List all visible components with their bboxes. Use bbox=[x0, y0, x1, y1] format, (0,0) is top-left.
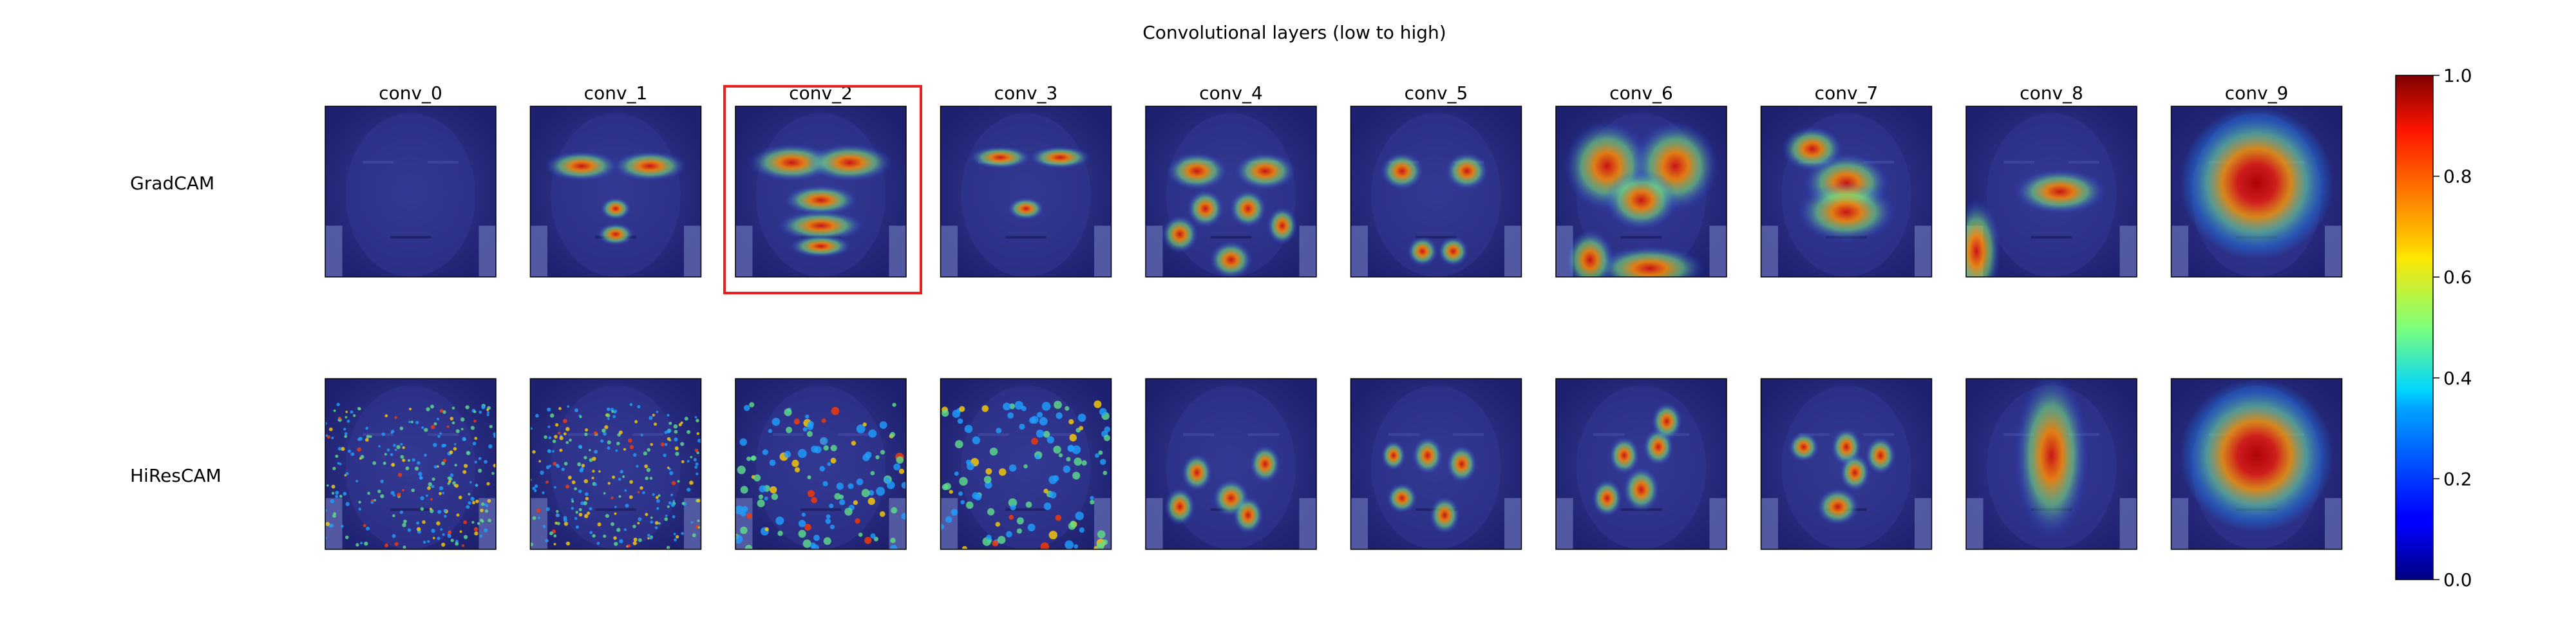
gradcam-panel-conv_0 bbox=[325, 106, 497, 278]
colorbar: 0.0 0.2 0.4 0.6 0.8 1.0 bbox=[2395, 65, 2472, 591]
colorbar-ticks: 0.0 0.2 0.4 0.6 0.8 1.0 bbox=[2433, 65, 2472, 591]
heatmap-grid bbox=[325, 106, 2343, 550]
hirescam-panel-conv_5 bbox=[1350, 378, 1522, 550]
column-label-conv_4: conv_4 bbox=[1199, 82, 1263, 104]
gradcam-panel-conv_8 bbox=[1965, 106, 2137, 278]
figure-title: Convolutional layers (low to high) bbox=[1142, 22, 1446, 43]
colorbar-tick-label: 0.4 bbox=[2443, 368, 2472, 389]
gradcam-panel-conv_5 bbox=[1350, 106, 1522, 278]
hirescam-panel-conv_2 bbox=[735, 378, 907, 550]
column-label-conv_8: conv_8 bbox=[2020, 82, 2083, 104]
column-labels: conv_0 conv_1 conv_2 conv_3 conv_4 conv_5 conv… bbox=[379, 82, 2288, 104]
column-label-conv_1: conv_1 bbox=[584, 82, 648, 104]
column-label-conv_6: conv_6 bbox=[1609, 82, 1673, 104]
colorbar-gradient bbox=[2395, 75, 2434, 580]
row-label-hirescam: HiResCAM bbox=[130, 465, 222, 486]
gradcam-panel-conv_9 bbox=[2170, 106, 2343, 278]
gradcam-panel-conv_7 bbox=[1760, 106, 1933, 278]
hirescam-panel-conv_4 bbox=[1145, 378, 1317, 550]
hirescam-panel-conv_0 bbox=[325, 378, 497, 550]
gradcam-panel-conv_2 bbox=[735, 106, 907, 278]
hirescam-panel-conv_1 bbox=[529, 378, 702, 550]
hirescam-panel-conv_8 bbox=[1965, 378, 2137, 550]
colorbar-tick-label: 0.0 bbox=[2443, 569, 2472, 591]
hirescam-panel-conv_7 bbox=[1760, 378, 1933, 550]
gradcam-panel-conv_4 bbox=[1145, 106, 1317, 278]
column-label-conv_0: conv_0 bbox=[379, 82, 442, 104]
row-labels: GradCAM HiResCAM bbox=[130, 173, 222, 486]
column-label-conv_3: conv_3 bbox=[994, 82, 1058, 104]
column-label-conv_9: conv_9 bbox=[2225, 82, 2289, 104]
hirescam-panel-conv_6 bbox=[1555, 378, 1727, 550]
row-label-gradcam: GradCAM bbox=[130, 173, 214, 194]
gradcam-panel-conv_6 bbox=[1555, 106, 1727, 278]
colorbar-tick-label: 0.6 bbox=[2443, 267, 2472, 288]
colorbar-tick-label: 1.0 bbox=[2443, 65, 2472, 86]
column-label-conv_5: conv_5 bbox=[1405, 82, 1468, 104]
colorbar-tick-label: 0.2 bbox=[2443, 468, 2472, 489]
hirescam-panel-conv_9 bbox=[2170, 378, 2343, 550]
hirescam-panel-conv_3 bbox=[940, 378, 1112, 550]
gradcam-panel-conv_3 bbox=[940, 106, 1112, 278]
highlight-rectangle bbox=[723, 85, 922, 294]
colorbar-tick-label: 0.8 bbox=[2443, 166, 2472, 187]
highlight-box bbox=[723, 85, 922, 294]
column-label-conv_7: conv_7 bbox=[1815, 82, 1879, 104]
gradcam-panel-conv_1 bbox=[529, 106, 702, 278]
